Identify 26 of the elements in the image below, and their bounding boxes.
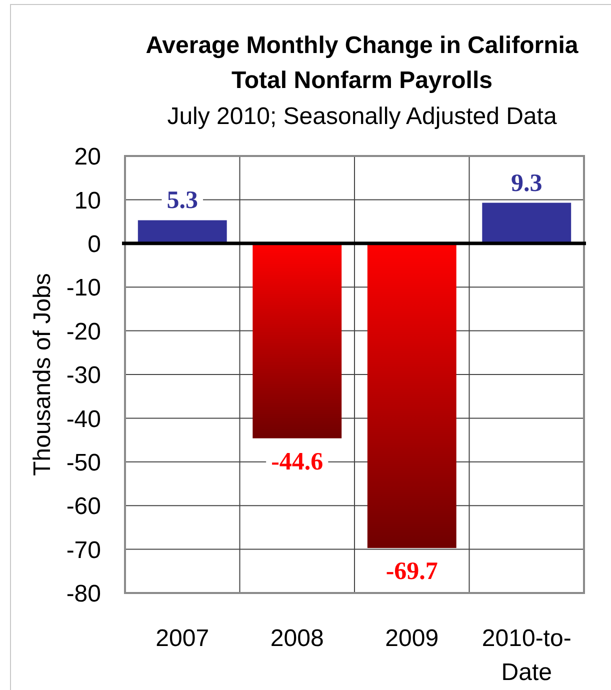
x-tick-label: 2009 <box>385 625 439 652</box>
x-tick-label: 2007 <box>156 625 210 652</box>
data-label: 9.3 <box>511 170 542 197</box>
y-tick-label: -40 <box>66 406 101 433</box>
y-axis-title: Thousands of Jobs <box>29 273 56 476</box>
data-label: -69.7 <box>386 558 438 585</box>
x-tick-label: 2008 <box>270 625 324 652</box>
y-tick-label: 0 <box>88 231 101 258</box>
y-tick-label: 20 <box>74 144 101 171</box>
data-label: -44.6 <box>271 448 324 476</box>
bar <box>367 243 456 548</box>
y-tick-label: -80 <box>66 580 101 608</box>
chart-subtitle: July 2010; Seasonally Adjusted Data <box>167 103 558 130</box>
y-tick-label: -30 <box>66 362 101 390</box>
y-tick-label: -50 <box>66 450 101 477</box>
bar <box>138 220 227 244</box>
x-tick-label: 2010-to-Date <box>482 625 572 686</box>
bar <box>252 243 342 438</box>
y-tick-label: -60 <box>66 493 101 520</box>
bar <box>482 202 572 244</box>
chart-title: Average Monthly Change in California Total Nonfarm Payrolls <box>146 32 579 94</box>
y-tick-label: -20 <box>66 318 101 346</box>
y-tick-label: -10 <box>66 274 101 302</box>
y-tick-label: 10 <box>74 187 101 214</box>
data-label: 5.3 <box>166 187 198 214</box>
y-tick-label: -70 <box>66 536 101 564</box>
